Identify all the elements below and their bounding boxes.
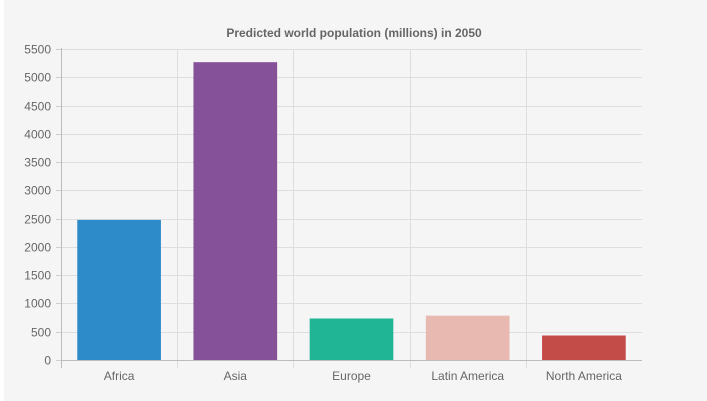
y-tick-label: 1500 — [24, 269, 51, 283]
y-tick-label: 1000 — [24, 297, 51, 311]
axes — [56, 48, 642, 368]
y-tick-label: 2000 — [24, 241, 51, 255]
y-tick-label: 4000 — [24, 128, 51, 142]
bars — [77, 62, 626, 361]
bar-europe — [309, 318, 394, 360]
bar-latin-america — [425, 315, 510, 360]
y-tick-label: 5500 — [24, 43, 51, 57]
x-tick-label: Asia — [224, 369, 248, 383]
y-tick-label: 0 — [44, 354, 51, 368]
x-tick-label: Africa — [104, 369, 135, 383]
y-tick-label: 5000 — [24, 71, 51, 85]
x-tick-label: North America — [546, 369, 622, 383]
x-tick-label: Europe — [332, 369, 371, 383]
x-tick-label: Latin America — [431, 369, 504, 383]
y-tick-label: 3500 — [24, 156, 51, 170]
chart-title: Predicted world population (millions) in… — [226, 26, 482, 40]
bar-asia — [193, 62, 278, 361]
bar-north-america — [542, 335, 626, 360]
y-axis-ticks: 0 500 1000 1500 2000 2500 3000 3500 4000 4500 5000… — [24, 43, 61, 368]
y-tick-label: 2500 — [24, 213, 51, 227]
bar-africa — [77, 219, 161, 360]
x-axis-ticks: Africa Asia Europe Latin America North Ameri… — [104, 369, 622, 383]
y-tick-label: 3000 — [24, 184, 51, 198]
y-tick-label: 4500 — [24, 100, 51, 114]
y-tick-label: 500 — [31, 326, 51, 340]
